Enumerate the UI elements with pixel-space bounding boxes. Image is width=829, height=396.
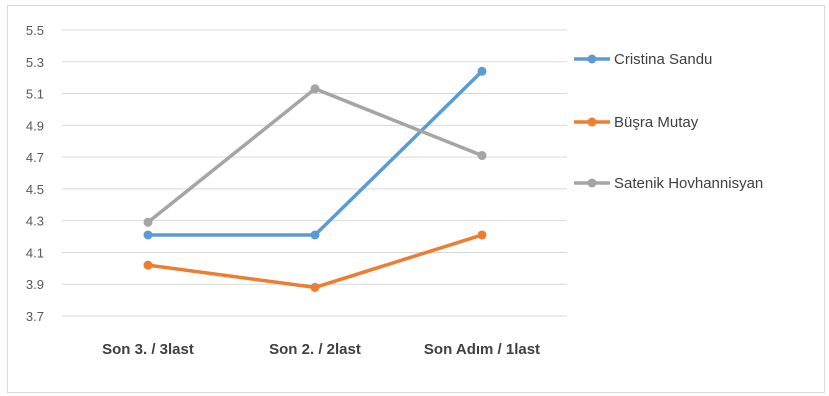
y-tick-label: 4.5 [26,182,44,197]
x-category-label: Son 2. / 2last [269,341,361,358]
x-category-label: Son 3. / 3last [102,341,194,358]
data-point [143,217,153,227]
series-line [147,233,483,290]
y-tick-label: 4.7 [26,150,44,165]
y-tick-label: 3.7 [26,309,44,324]
series-lines [143,66,487,292]
x-axis-categories: Son 3. / 3last Son 2. / 2last Son Adım / 1… [102,341,540,358]
series-line [146,87,483,224]
data-point [477,151,487,161]
y-tick-label: 4.1 [26,245,44,260]
legend-item: Cristina Sandu [574,51,712,68]
legend-label: Büşra Mutay [614,114,699,131]
data-point [310,84,320,94]
x-category-label: Son Adım / 1last [424,341,540,358]
series-line [148,70,484,237]
data-point [310,282,320,292]
gridlines [62,29,567,317]
data-point [310,230,320,240]
legend-label: Cristina Sandu [614,51,712,68]
legend-item: Büşra Mutay [574,114,699,131]
legend-label: Satenik Hovhannisyan [614,175,763,192]
series-0 [143,66,487,240]
y-tick-label: 5.3 [26,55,44,70]
legend-swatch-marker [587,178,597,188]
y-tick-label: 4.9 [26,118,44,133]
y-tick-label: 4.3 [26,214,44,229]
data-point [143,230,153,240]
legend-swatch-marker [587,117,597,127]
legend-item: Satenik Hovhannisyan [574,175,763,192]
chart-frame [7,5,825,393]
data-point [143,260,153,270]
series-1 [143,230,487,292]
y-tick-label: 5.5 [26,23,44,38]
data-point [477,230,487,240]
y-tick-label: 5.1 [26,87,44,102]
legend-swatch-marker [587,54,597,64]
y-tick-label: 3.9 [26,277,44,292]
y-axis-ticks: 5.5 5.3 5.1 4.9 4.7 4.5 4.3 4.1 3.9 3.7 [26,23,44,324]
data-point [477,66,487,76]
series-2 [143,84,487,227]
legend: Cristina Sandu Büşra Mutay Satenik Hovhann… [574,51,763,192]
